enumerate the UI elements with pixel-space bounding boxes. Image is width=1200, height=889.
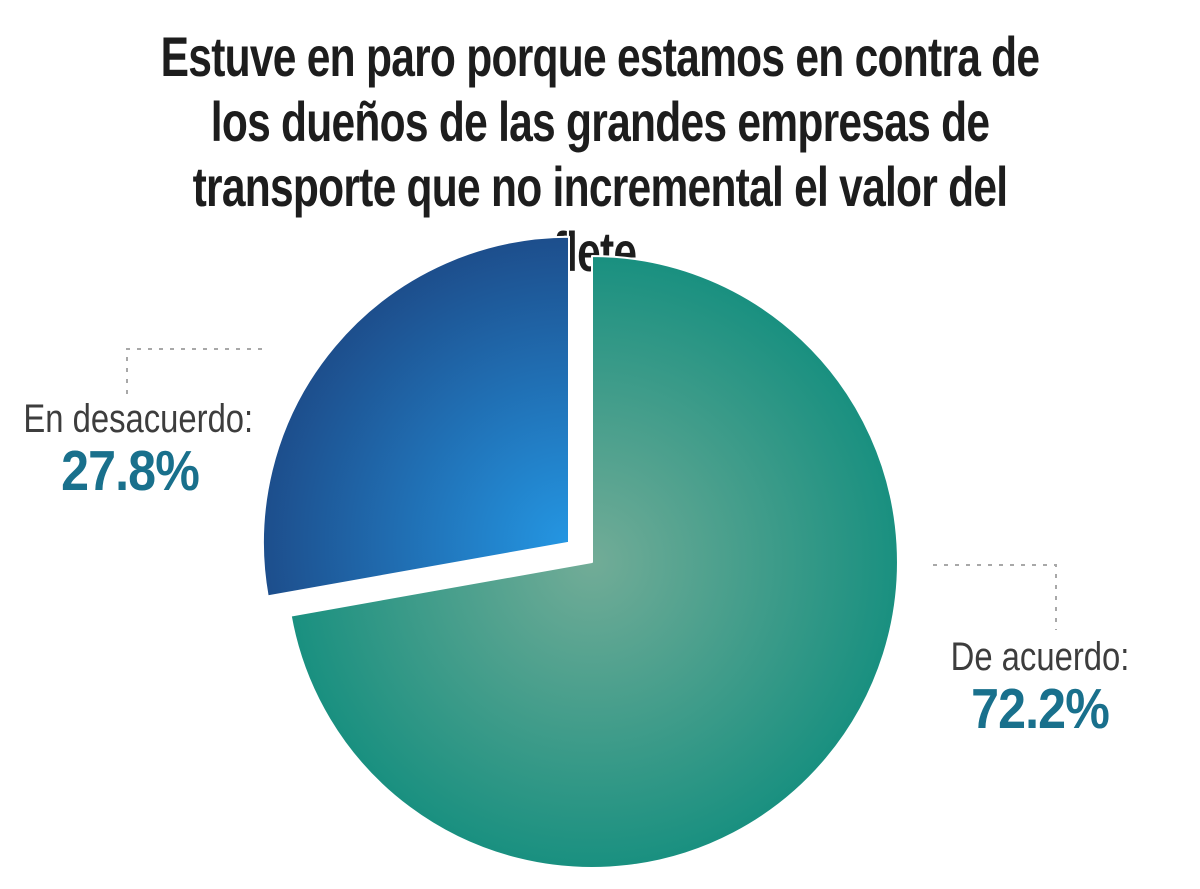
callout-en-desacuerdo-value: 27.8% (61, 439, 200, 503)
callout-de-acuerdo: De acuerdo: 72.2% (915, 634, 1165, 738)
callout-en-desacuerdo: En desacuerdo: 27.8% (0, 396, 260, 500)
pie-slice-en-desacuerdo (261, 235, 570, 598)
chart-title-line-2: los dueños de las grandes empresas de (210, 90, 990, 153)
callout-en-desacuerdo-label: En desacuerdo: (23, 397, 254, 441)
leader-line-en-desacuerdo (126, 348, 262, 397)
callout-de-acuerdo-label: De acuerdo: (950, 635, 1130, 679)
callout-de-acuerdo-value: 72.2% (971, 677, 1110, 741)
leader-line-de-acuerdo (933, 564, 1057, 630)
chart-title-line-1: Estuve en paro porque estamos en contra … (160, 25, 1040, 88)
chart-title: Estuve en paro porque estamos en contra … (144, 24, 1056, 284)
chart-title-line-3: transporte que no incremental el valor d… (192, 155, 1009, 283)
pie-slice-de-acuerdo (289, 255, 899, 869)
